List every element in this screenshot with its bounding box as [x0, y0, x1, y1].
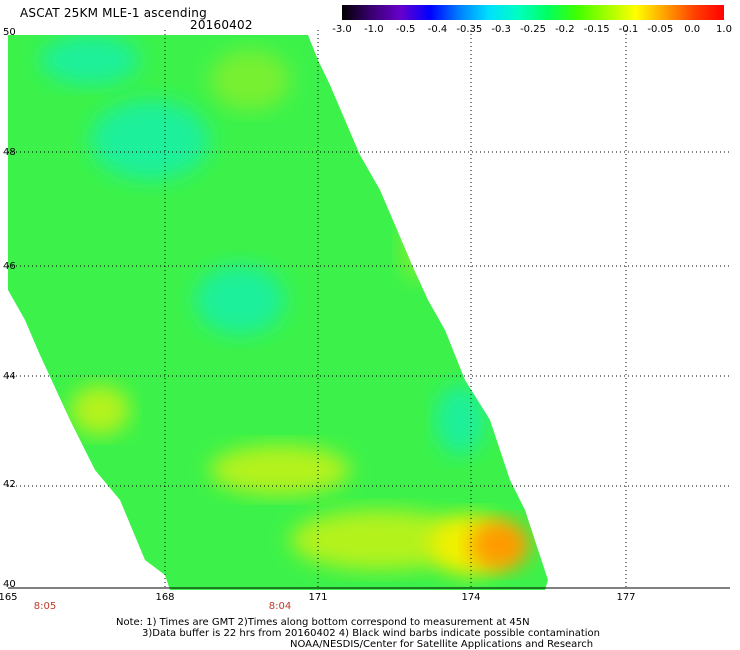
lat-label-46: 46 [3, 261, 16, 272]
lat-label-50: 50 [3, 27, 16, 38]
swath-patch [90, 100, 210, 180]
lon-label-177: 177 [616, 592, 636, 603]
swath-patch [435, 385, 485, 455]
colorbar-tick-label: -3.0 [332, 24, 352, 35]
swath-patch [70, 385, 130, 435]
colorbar-fill [342, 5, 724, 20]
note-line-2: 3)Data buffer is 22 hrs from 20160402 4)… [142, 628, 600, 639]
lat-label-40: 40 [3, 579, 16, 590]
note-line-3: NOAA/NESDIS/Center for Satellite Applica… [290, 639, 594, 650]
colorbar-tick-label: 1.0 [716, 24, 732, 35]
time-label-0804: 8:04 [268, 601, 292, 612]
time-label-0805: 8:05 [33, 601, 57, 612]
lon-label-171: 171 [308, 592, 328, 603]
colorbar-tick-label: -0.3 [491, 24, 511, 35]
title: ASCAT 25KM MLE-1 ascending [20, 6, 207, 20]
colorbar-tick-label: -0.35 [456, 24, 483, 35]
wind-swath [8, 35, 548, 590]
swath-patch [195, 265, 285, 335]
swath-patch [210, 50, 290, 110]
swath-patch [40, 35, 140, 85]
colorbar-tick-label: -0.25 [520, 24, 546, 35]
swath-patch [400, 220, 440, 280]
colorbar-tick-label: -0.2 [555, 24, 575, 35]
lon-label-168: 168 [155, 592, 175, 603]
swath-patch [290, 510, 470, 570]
colorbar-tick-label: -1.0 [364, 24, 384, 35]
colorbar-tick-label: -0.4 [427, 24, 448, 35]
lat-label-48: 48 [3, 147, 16, 158]
colorbar-tick-label: 0.0 [684, 24, 701, 35]
colorbar [342, 5, 724, 20]
date-label: 20160402 [190, 18, 253, 32]
colorbar-tick-label: -0.15 [583, 24, 610, 35]
colorbar-tick-label: -0.1 [618, 24, 639, 35]
colorbar-tick-label: -0.05 [647, 24, 674, 35]
lat-label-44: 44 [3, 371, 16, 382]
swath-patch [470, 520, 530, 570]
colorbar-gradient [342, 5, 724, 20]
lon-label-165: 165 [0, 592, 18, 603]
gridlines [8, 30, 730, 588]
lon-label-174: 174 [461, 592, 481, 603]
colorbar-tick-label: -0.5 [395, 24, 416, 35]
lat-label-42: 42 [3, 479, 16, 490]
swath-patch [210, 445, 350, 495]
colorbar-ticks: -3.0 -1.0 -0.5 -0.4 -0.35 -0.3 -0.25 -0.2 -0.15-… [332, 24, 740, 38]
note-line-1: Note: 1) Times are GMT 2)Times along bot… [116, 617, 530, 628]
